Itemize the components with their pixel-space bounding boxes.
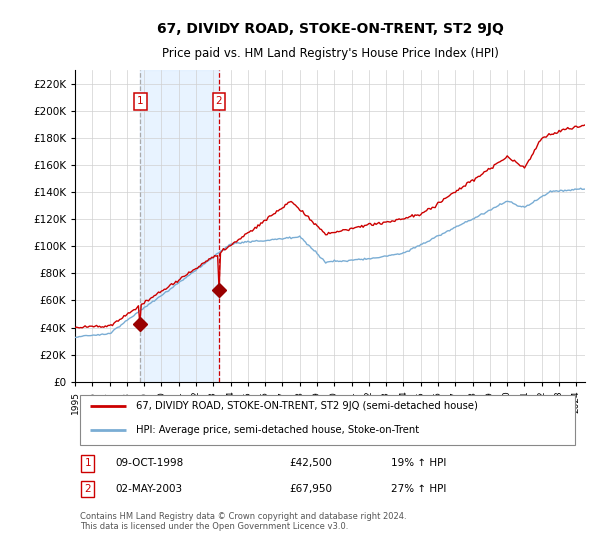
Text: 2: 2 bbox=[215, 96, 223, 106]
Text: 1: 1 bbox=[137, 96, 143, 106]
Text: £42,500: £42,500 bbox=[289, 459, 332, 469]
FancyBboxPatch shape bbox=[80, 395, 575, 445]
Bar bbox=[140, 71, 219, 382]
Text: Contains HM Land Registry data © Crown copyright and database right 2024.
This d: Contains HM Land Registry data © Crown c… bbox=[80, 512, 407, 531]
Text: 67, DIVIDY ROAD, STOKE-ON-TRENT, ST2 9JQ: 67, DIVIDY ROAD, STOKE-ON-TRENT, ST2 9JQ bbox=[157, 22, 503, 36]
Text: 09-OCT-1998: 09-OCT-1998 bbox=[116, 459, 184, 469]
Text: 19% ↑ HPI: 19% ↑ HPI bbox=[391, 459, 446, 469]
Text: 2: 2 bbox=[85, 484, 91, 494]
Text: Price paid vs. HM Land Registry's House Price Index (HPI): Price paid vs. HM Land Registry's House … bbox=[161, 47, 499, 60]
Text: 1: 1 bbox=[85, 459, 91, 469]
Text: 02-MAY-2003: 02-MAY-2003 bbox=[116, 484, 183, 494]
Text: 67, DIVIDY ROAD, STOKE-ON-TRENT, ST2 9JQ (semi-detached house): 67, DIVIDY ROAD, STOKE-ON-TRENT, ST2 9JQ… bbox=[136, 401, 478, 411]
Text: £67,950: £67,950 bbox=[289, 484, 332, 494]
Text: HPI: Average price, semi-detached house, Stoke-on-Trent: HPI: Average price, semi-detached house,… bbox=[136, 425, 419, 435]
Text: 27% ↑ HPI: 27% ↑ HPI bbox=[391, 484, 446, 494]
